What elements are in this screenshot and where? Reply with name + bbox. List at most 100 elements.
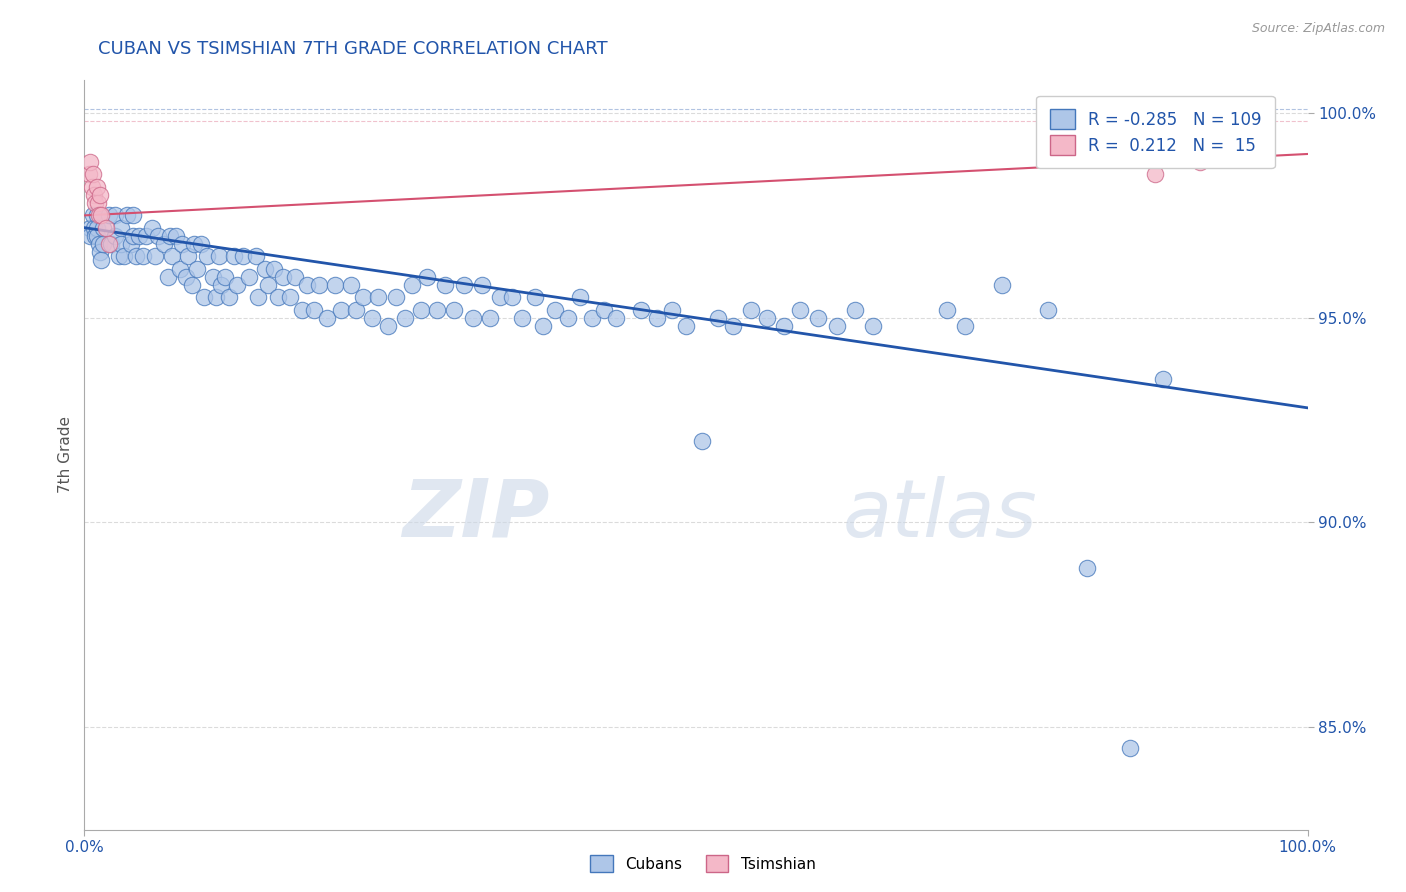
Point	[645, 310, 668, 325]
Point	[245, 249, 267, 263]
Point	[181, 278, 204, 293]
Point	[544, 302, 567, 317]
Point	[183, 237, 205, 252]
Point	[132, 249, 155, 263]
Point	[201, 269, 224, 284]
Point	[605, 310, 627, 325]
Point	[91, 237, 114, 252]
Point	[97, 208, 120, 222]
Point	[844, 302, 866, 317]
Point	[1038, 302, 1060, 317]
Point	[690, 434, 713, 448]
Point	[257, 278, 280, 293]
Point	[773, 318, 796, 333]
Text: CUBAN VS TSIMSHIAN 7TH GRADE CORRELATION CHART: CUBAN VS TSIMSHIAN 7TH GRADE CORRELATION…	[98, 40, 607, 58]
Point	[90, 208, 112, 222]
Point	[523, 290, 546, 304]
Point	[352, 290, 374, 304]
Point	[330, 302, 353, 317]
Point	[172, 237, 194, 252]
Point	[278, 290, 301, 304]
Point	[340, 278, 363, 293]
Point	[86, 208, 108, 222]
Point	[284, 269, 307, 284]
Point	[568, 290, 591, 304]
Text: Source: ZipAtlas.com: Source: ZipAtlas.com	[1251, 22, 1385, 36]
Point	[344, 302, 367, 317]
Point	[557, 310, 579, 325]
Point	[86, 179, 108, 194]
Point	[159, 228, 181, 243]
Point	[453, 278, 475, 293]
Point	[409, 302, 432, 317]
Point	[1076, 560, 1098, 574]
Point	[263, 261, 285, 276]
Point	[385, 290, 408, 304]
Point	[83, 188, 105, 202]
Point	[222, 249, 245, 263]
Point	[110, 237, 132, 252]
Point	[323, 278, 346, 293]
Point	[120, 237, 142, 252]
Point	[79, 220, 101, 235]
Point	[394, 310, 416, 325]
Point	[675, 318, 697, 333]
Point	[135, 228, 157, 243]
Point	[104, 228, 127, 243]
Point	[479, 310, 502, 325]
Point	[80, 179, 103, 194]
Point	[87, 196, 110, 211]
Point	[125, 249, 148, 263]
Point	[789, 302, 811, 317]
Point	[1152, 372, 1174, 386]
Point	[226, 278, 249, 293]
Point	[86, 228, 108, 243]
Point	[146, 228, 169, 243]
Point	[89, 188, 111, 202]
Point	[707, 310, 730, 325]
Text: atlas: atlas	[842, 475, 1038, 554]
Point	[471, 278, 494, 293]
Point	[1188, 155, 1211, 169]
Legend: Cubans, Tsimshian: Cubans, Tsimshian	[583, 847, 823, 880]
Point	[426, 302, 449, 317]
Point	[214, 269, 236, 284]
Point	[247, 290, 270, 304]
Point	[434, 278, 457, 293]
Point	[315, 310, 337, 325]
Point	[84, 228, 107, 243]
Point	[1143, 168, 1166, 182]
Point	[502, 290, 524, 304]
Point	[128, 228, 150, 243]
Point	[510, 310, 533, 325]
Point	[807, 310, 830, 325]
Point	[825, 318, 848, 333]
Point	[77, 168, 100, 182]
Point	[122, 228, 145, 243]
Point	[104, 208, 127, 222]
Point	[87, 208, 110, 222]
Point	[721, 318, 744, 333]
Point	[367, 290, 389, 304]
Point	[991, 278, 1014, 293]
Point	[401, 278, 423, 293]
Point	[112, 249, 135, 263]
Point	[271, 269, 294, 284]
Point	[531, 318, 554, 333]
Point	[79, 155, 101, 169]
Y-axis label: 7th Grade: 7th Grade	[58, 417, 73, 493]
Point	[143, 249, 166, 263]
Point	[110, 220, 132, 235]
Point	[218, 290, 240, 304]
Point	[740, 302, 762, 317]
Point	[84, 196, 107, 211]
Point	[100, 237, 122, 252]
Point	[90, 253, 112, 268]
Point	[89, 245, 111, 260]
Point	[935, 302, 957, 317]
Point	[87, 237, 110, 252]
Point	[208, 249, 231, 263]
Point	[122, 208, 145, 222]
Point	[232, 249, 254, 263]
Point	[97, 237, 120, 252]
